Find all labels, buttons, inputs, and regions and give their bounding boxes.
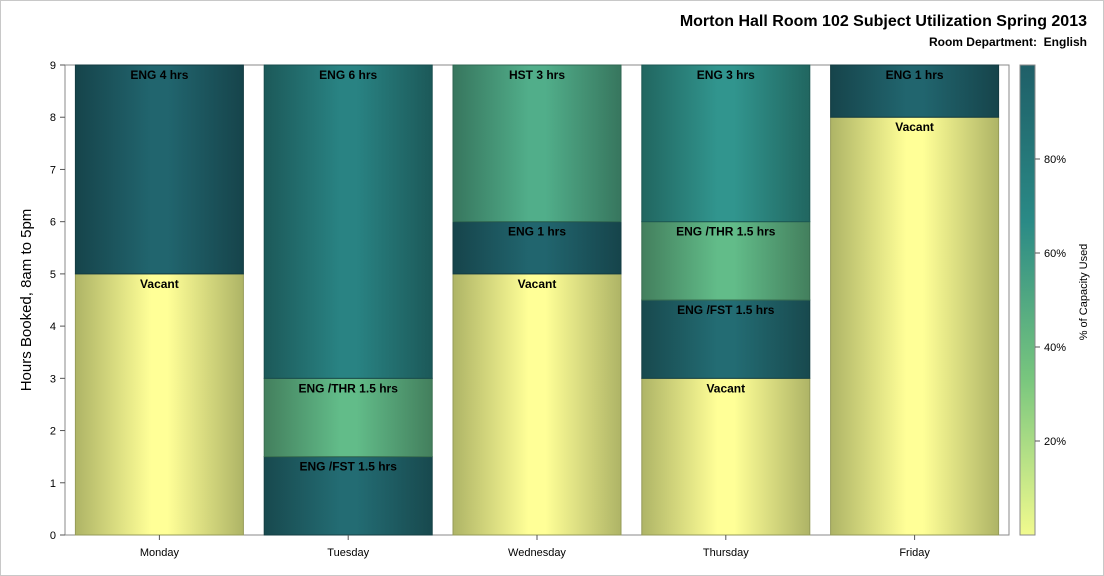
colorbar-tick-label: 80% [1044,154,1066,166]
colorbar-tick-label: 60% [1044,248,1066,260]
x-tick-label: Friday [899,547,930,559]
segment-label: Vacant [895,120,934,134]
x-tick-label: Tuesday [327,547,369,559]
y-tick-label: 3 [50,373,56,385]
segment-label: ENG 1 hrs [508,225,566,239]
x-tick-label: Thursday [703,547,749,559]
segment-label: Vacant [140,277,179,291]
x-tick-label: Wednesday [508,547,566,559]
bar-segment-monday-1 [74,64,244,275]
subtitle-label: Room Department: [928,35,1037,49]
colorbar-tick-label: 40% [1044,342,1066,354]
colorbar-tick-label: 20% [1044,436,1066,448]
y-tick-label: 2 [50,426,56,438]
y-tick-label: 8 [50,112,56,124]
bar-segment-friday-1 [830,64,1000,118]
colorbar-label: % of Capacity Used [1078,244,1090,341]
segment-label: HST 3 hrs [509,68,565,82]
segment-label: ENG /FST 1.5 hrs [300,460,398,474]
y-tick-label: 7 [50,164,56,176]
y-tick-label: 6 [50,217,56,229]
y-tick-label: 0 [50,530,56,542]
bar-segment-wednesday-0 [452,273,622,536]
colorbar-legend [1019,64,1036,536]
segment-label: ENG /THR 1.5 hrs [299,381,399,395]
segment-label: ENG /THR 1.5 hrs [676,225,776,239]
segment-label: ENG /FST 1.5 hrs [677,303,775,317]
bar-segment-thursday-1 [641,299,811,379]
y-tick-label: 1 [50,478,56,490]
segment-label: Vacant [706,381,745,395]
bar-segment-wednesday-1 [452,221,622,275]
bar-segment-tuesday-1 [263,377,433,458]
segment-label: Vacant [518,277,557,291]
chart-subtitle: Room Department: English [929,35,1087,49]
segment-label: ENG 6 hrs [319,68,377,82]
bar-segment-tuesday-2 [263,64,433,379]
bar-segment-friday-0 [830,116,1000,536]
bar-segment-thursday-0 [641,377,811,536]
bar-segment-wednesday-2 [452,64,622,223]
y-tick-label: 9 [50,60,56,72]
segment-label: ENG 3 hrs [697,68,755,82]
x-tick-label: Monday [140,547,180,559]
y-tick-label: 4 [50,321,56,333]
y-axis-label: Hours Booked, 8am to 5pm [18,209,35,392]
y-tick-label: 5 [50,269,56,281]
bar-segment-monday-0 [74,273,244,536]
segment-label: ENG 1 hrs [886,68,944,82]
segment-label: ENG 4 hrs [130,68,188,82]
chart-title: Morton Hall Room 102 Subject Utilization… [679,13,1087,30]
subtitle-value: English [1043,35,1087,49]
bar-segment-thursday-3 [641,64,811,223]
